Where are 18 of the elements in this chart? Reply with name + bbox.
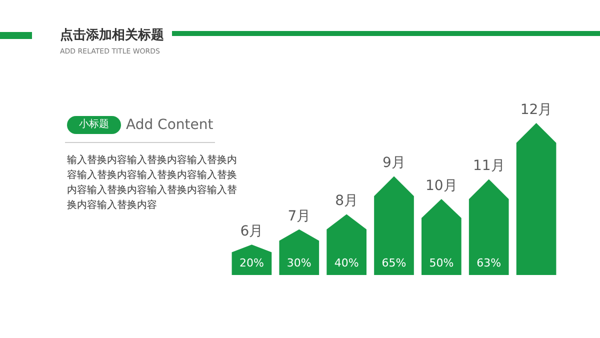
- annotation: 输入替换内容输入替换内容输入替换内容输入替换内容输入替换内容输入替换内容输入替换内容输入替换内容输入替换内容输入替换内容: [67, 154, 237, 211]
- data-label: 20%: [239, 256, 264, 270]
- x-tick-label: 7月: [288, 208, 311, 224]
- x-tick-label: 12月: [520, 102, 552, 118]
- data-label: 50%: [429, 256, 454, 270]
- x-tick-label: 9月: [382, 155, 406, 172]
- x-tick-label: 6月: [240, 224, 264, 240]
- pill-badge: 小标题: [67, 116, 121, 134]
- text: 点击添加相关标题: [60, 27, 164, 43]
- data-label: 30%: [286, 256, 312, 270]
- text: Add Content: [126, 117, 214, 133]
- x-tick-label: 11月: [472, 158, 505, 174]
- data-label: 63%: [476, 256, 502, 270]
- data-label: 65%: [382, 256, 406, 270]
- bar: [516, 123, 556, 275]
- data-label: 40%: [334, 256, 359, 270]
- x-tick-label: 8月: [335, 193, 358, 210]
- x-tick-label: 10月: [426, 178, 458, 194]
